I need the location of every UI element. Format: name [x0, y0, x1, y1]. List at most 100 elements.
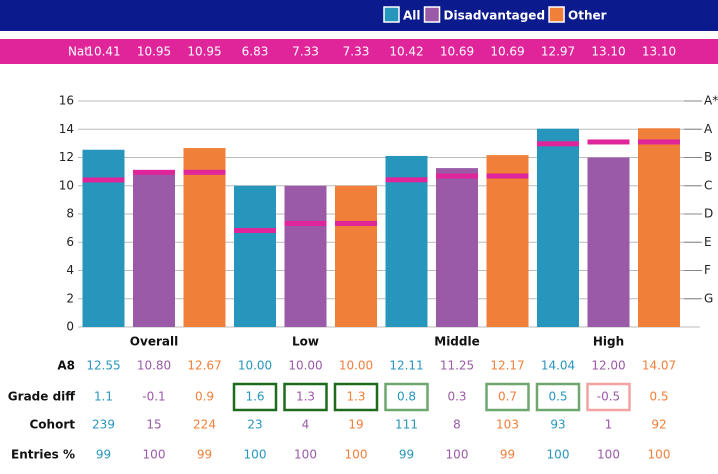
- row-label: Entries %: [11, 448, 75, 462]
- table-value: 1.3: [346, 390, 365, 404]
- y2-tick-label: E: [704, 235, 712, 249]
- x-tick-label: Overall: [130, 335, 178, 349]
- table-value: 1: [605, 418, 613, 432]
- national-marker: [436, 173, 478, 179]
- national-value: 13.10: [591, 45, 625, 59]
- y-tick-label: 0: [66, 320, 74, 334]
- legend-swatch: [548, 6, 565, 23]
- x-tick-label: High: [593, 335, 624, 349]
- national-value: 10.69: [490, 45, 524, 59]
- national-value: 13.10: [642, 45, 676, 59]
- table-value: 100: [446, 448, 469, 462]
- table-value: 10.00: [339, 359, 373, 373]
- table-value: 14.04: [541, 359, 575, 373]
- table-value: 99: [96, 448, 111, 462]
- row-label: Cohort: [30, 418, 76, 432]
- national-marker: [638, 139, 680, 145]
- bar: [486, 155, 529, 327]
- bar: [335, 185, 377, 327]
- national-marker: [234, 228, 276, 234]
- national-value: 10.95: [187, 45, 221, 59]
- y-tick-label: 14: [59, 122, 74, 136]
- national-marker: [486, 173, 529, 179]
- bar: [537, 128, 579, 327]
- table-value: 10.00: [288, 359, 322, 373]
- table-value: 1.1: [94, 390, 113, 404]
- row-label: Grade diff: [8, 390, 75, 404]
- y-tick-label: 12: [59, 150, 74, 164]
- bar: [133, 174, 175, 327]
- table-value: 1.3: [296, 390, 315, 404]
- x-tick-label: Low: [292, 335, 319, 349]
- table-value: 8: [453, 418, 461, 432]
- national-label: Nat: [68, 45, 89, 59]
- table-value: 12.55: [86, 359, 120, 373]
- national-value: 10.42: [389, 45, 423, 59]
- table-value: 100: [547, 448, 570, 462]
- bar: [638, 128, 680, 327]
- table-value: 12.00: [591, 359, 625, 373]
- table-value: 100: [597, 448, 620, 462]
- table-value: 224: [193, 418, 216, 432]
- table-value: 12.11: [389, 359, 423, 373]
- y2-tick-label: B: [704, 150, 712, 164]
- significance-box: [485, 382, 530, 412]
- y2-tick-label: D: [704, 207, 713, 221]
- bar: [183, 148, 226, 327]
- table-value: 1.6: [245, 390, 264, 404]
- y2-tick-label: F: [704, 263, 711, 277]
- bar: [385, 155, 428, 327]
- y2-tick-label: G: [704, 291, 713, 305]
- national-value: 6.83: [242, 45, 269, 59]
- national-value: 10.41: [86, 45, 120, 59]
- legend-swatch: [383, 6, 400, 23]
- y-tick-label: 2: [66, 291, 74, 305]
- significance-box: [586, 382, 631, 412]
- national-marker: [335, 220, 377, 226]
- legend-label: Other: [568, 9, 607, 23]
- national-marker: [385, 177, 428, 183]
- table-value: 100: [244, 448, 267, 462]
- significance-box: [283, 382, 328, 412]
- table-value: -0.5: [597, 390, 620, 404]
- table-value: 0.9: [195, 390, 214, 404]
- table-value: 4: [302, 418, 310, 432]
- table-value: 12.67: [187, 359, 221, 373]
- table-value: 11.25: [440, 359, 474, 373]
- table-value: 100: [294, 448, 317, 462]
- national-value: 10.95: [137, 45, 171, 59]
- legend-swatch: [423, 6, 441, 23]
- national-value: 12.97: [541, 45, 575, 59]
- header-band: [0, 0, 718, 31]
- x-tick-label: Middle: [434, 335, 480, 349]
- national-value: 7.33: [292, 45, 319, 59]
- national-marker: [82, 177, 125, 183]
- national-band: [0, 39, 718, 64]
- table-value: 0.7: [498, 390, 517, 404]
- table-value: 10.00: [238, 359, 272, 373]
- national-marker: [183, 169, 226, 175]
- national-marker: [537, 141, 579, 147]
- significance-box: [535, 382, 581, 412]
- row-label: A8: [57, 359, 75, 373]
- table-value: 15: [146, 418, 161, 432]
- table-value: -0.1: [142, 390, 165, 404]
- significance-box: [232, 382, 278, 412]
- bar: [234, 185, 276, 327]
- table-value: 0.3: [447, 390, 466, 404]
- bar: [587, 157, 630, 327]
- legend-label: Disadvantaged: [444, 9, 546, 23]
- table-value: 111: [395, 418, 418, 432]
- table-value: 12.17: [490, 359, 524, 373]
- table-value: 100: [143, 448, 166, 462]
- table-value: 14.07: [642, 359, 676, 373]
- table-value: 0.8: [397, 390, 416, 404]
- y-tick-label: 4: [66, 263, 74, 277]
- y2-tick-label: A: [704, 122, 713, 136]
- table-value: 0.5: [649, 390, 668, 404]
- national-value: 7.33: [343, 45, 370, 59]
- national-marker: [133, 169, 175, 175]
- table-value: 0.5: [548, 390, 567, 404]
- table-value: 23: [247, 418, 262, 432]
- legend-label: All: [403, 9, 421, 23]
